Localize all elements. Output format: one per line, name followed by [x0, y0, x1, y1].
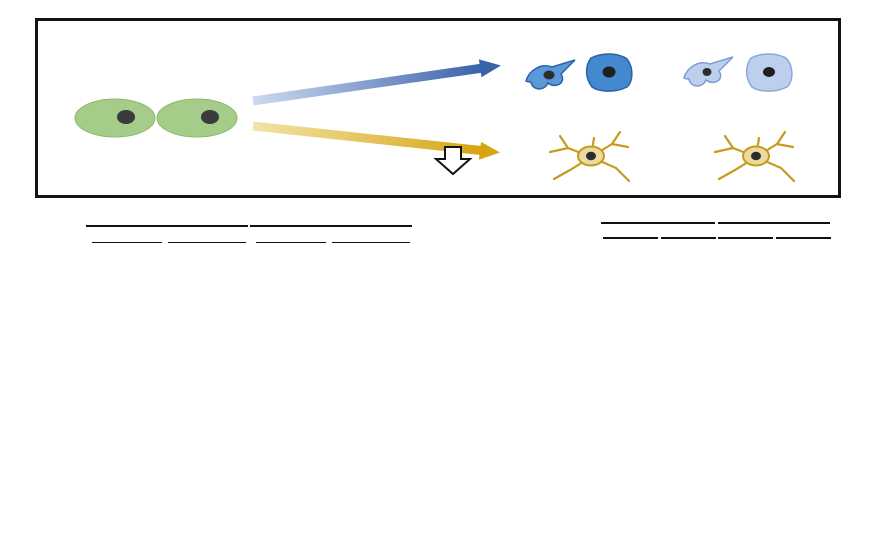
right-heatmap-block-plus-dox-wt [718, 237, 773, 239]
right-heatmap-block-plus-dox-ko [776, 237, 831, 239]
left-heatmap-group-plus-dox [250, 210, 412, 227]
doxycycline-arrow-icon [252, 59, 501, 106]
neuron-wt-icon [548, 130, 631, 183]
trophoblast-wt-cells-icon [525, 53, 633, 92]
left-heatmap-sub-wt1 [92, 227, 162, 243]
down-arrow-icon [433, 146, 473, 176]
left-heatmap-sub-ko1 [168, 227, 246, 243]
left-colorscale-bar [353, 448, 413, 456]
cluster-color-bar [68, 256, 82, 446]
trophoblast-ko-cells-icon [683, 53, 793, 92]
right-heatmap-block-minus-dox-ko [661, 237, 716, 239]
right-heatmap-group-minus-dox [601, 207, 715, 224]
cluster-number-column [38, 256, 64, 446]
esc-ko-cell-icon [156, 98, 238, 138]
experiment-schematic-box [35, 18, 841, 198]
left-heatmap-group-minus-dox [86, 210, 248, 227]
right-heatmap-group-plus-dox [718, 207, 830, 224]
left-heatmap-sub-ko2 [332, 227, 410, 243]
right-heatmap-block-minus-dox-wt [603, 237, 658, 239]
schematic-drawing [74, 53, 796, 183]
left-heatmap-replicate-row [86, 241, 412, 255]
esc-wt-cell-icon [74, 98, 156, 138]
right-colorscale-bar [747, 463, 857, 470]
retinoic-arrow-icon [252, 121, 500, 160]
neuron-ko-icon [713, 130, 796, 183]
left-heatmap-sub-wt2 [256, 227, 326, 243]
left-heatmap-body [86, 256, 412, 446]
